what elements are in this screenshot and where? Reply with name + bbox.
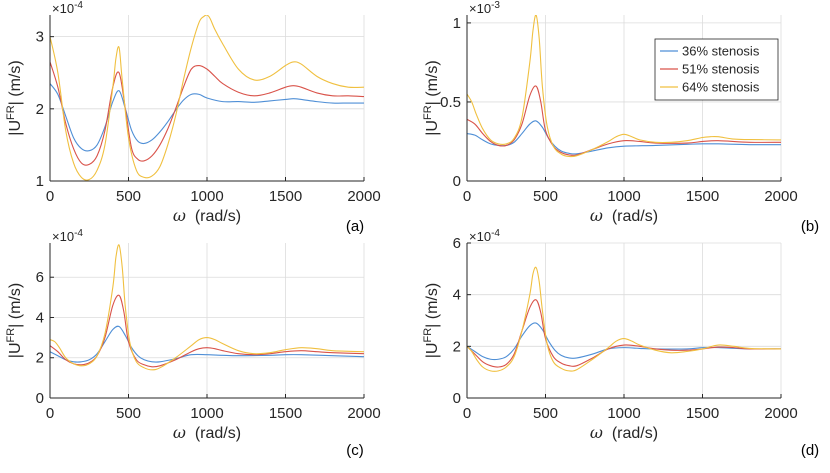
x-tick-label: 1500 bbox=[686, 405, 719, 422]
chart-panel: 0 500 1000 1500 2000 0 2 4 6 ×10-4 ω (rad/s) |UFR| … bbox=[422, 228, 819, 459]
y-tick-label: 0 bbox=[453, 173, 461, 190]
x-axis-label: ω (rad/s) bbox=[173, 206, 241, 225]
x-tick-label: 1000 bbox=[607, 405, 640, 422]
series-line-51-stenosis bbox=[50, 294, 364, 368]
panel-label: (d) bbox=[801, 442, 819, 459]
y-tick-label: 6 bbox=[453, 235, 461, 252]
x-tick-label: 1000 bbox=[607, 188, 640, 205]
x-tick-label: 0 bbox=[463, 188, 471, 205]
y-tick-label: 2 bbox=[36, 350, 44, 367]
series-line-64-stenosis bbox=[50, 244, 364, 371]
x-tick-label: 1000 bbox=[190, 188, 223, 205]
y-tick-label: 3 bbox=[36, 29, 44, 46]
y-tick-label: 4 bbox=[36, 309, 44, 326]
y-tick-label: 0.5 bbox=[440, 94, 461, 111]
y-tick-label: 1 bbox=[453, 15, 461, 32]
series-line-64-stenosis bbox=[467, 15, 781, 158]
y-axis-label: |UFR| (m/s) bbox=[422, 283, 441, 358]
y-tick-label: 0 bbox=[36, 390, 44, 407]
series-line-51-stenosis bbox=[50, 61, 364, 166]
chart-panel: 0 500 1000 1500 2000 0 2 4 6 ×10-4 ω (rad/s) |UFR| … bbox=[5, 228, 381, 459]
x-tick-label: 0 bbox=[463, 405, 471, 422]
x-tick-label: 0 bbox=[46, 405, 54, 422]
legend-label: 64% stenosis bbox=[682, 80, 760, 95]
axis-exponent: ×10-3 bbox=[469, 0, 500, 16]
x-tick-label: 500 bbox=[533, 405, 558, 422]
axis-exponent: ×10-4 bbox=[52, 0, 83, 16]
x-tick-label: 2000 bbox=[764, 188, 797, 205]
x-tick-label: 1500 bbox=[269, 405, 302, 422]
x-tick-label: 1000 bbox=[190, 405, 223, 422]
legend-label: 51% stenosis bbox=[682, 62, 760, 77]
x-tick-label: 500 bbox=[533, 188, 558, 205]
series-group bbox=[467, 15, 781, 158]
x-tick-label: 500 bbox=[116, 188, 141, 205]
y-tick-label: 0 bbox=[453, 390, 461, 407]
series-line-36-stenosis bbox=[50, 83, 364, 152]
y-axis-label: |UFR| (m/s) bbox=[5, 283, 24, 358]
y-tick-label: 2 bbox=[453, 338, 461, 355]
x-tick-label: 500 bbox=[116, 405, 141, 422]
y-tick-label: 2 bbox=[36, 101, 44, 118]
y-tick-label: 1 bbox=[36, 173, 44, 190]
series-line-51-stenosis bbox=[467, 85, 781, 156]
series-line-36-stenosis bbox=[467, 322, 781, 361]
y-axis-label: |UFR| (m/s) bbox=[422, 60, 441, 135]
x-tick-label: 1500 bbox=[269, 188, 302, 205]
x-tick-label: 2000 bbox=[347, 188, 380, 205]
y-tick-label: 4 bbox=[453, 287, 461, 304]
series-line-64-stenosis bbox=[50, 15, 364, 181]
x-axis-label: ω (rad/s) bbox=[173, 423, 241, 442]
x-tick-label: 2000 bbox=[764, 405, 797, 422]
axis-exponent: ×10-4 bbox=[52, 228, 83, 244]
y-axis-label: |UFR| (m/s) bbox=[5, 60, 24, 135]
series-group bbox=[467, 266, 781, 372]
x-tick-label: 0 bbox=[46, 188, 54, 205]
chart-panel: 0 500 1000 1500 2000 1 2 3 ×10-4 ω (rad/s) |UFR| (… bbox=[5, 0, 381, 235]
series-line-36-stenosis bbox=[50, 325, 364, 363]
x-axis-label: ω (rad/s) bbox=[590, 423, 658, 442]
panel-label: (a) bbox=[346, 218, 364, 235]
x-axis-label: ω (rad/s) bbox=[590, 206, 658, 225]
x-tick-label: 1500 bbox=[686, 188, 719, 205]
axis-exponent: ×10-4 bbox=[469, 228, 500, 244]
y-tick-label: 6 bbox=[36, 269, 44, 286]
chart-panel: 0 500 1000 1500 2000 0 0.5 1 ×10-3 ω (rad/s) |UFR|… bbox=[422, 0, 819, 235]
panel-label: (c) bbox=[346, 442, 364, 459]
panel-label: (b) bbox=[801, 218, 819, 235]
x-tick-label: 2000 bbox=[347, 405, 380, 422]
series-line-51-stenosis bbox=[467, 299, 781, 368]
series-line-64-stenosis bbox=[467, 266, 781, 372]
legend-label: 36% stenosis bbox=[682, 44, 760, 59]
legend: 36% stenosis 51% stenosis 64% stenosis bbox=[654, 38, 779, 101]
series-group bbox=[50, 244, 364, 371]
series-group bbox=[50, 15, 364, 181]
